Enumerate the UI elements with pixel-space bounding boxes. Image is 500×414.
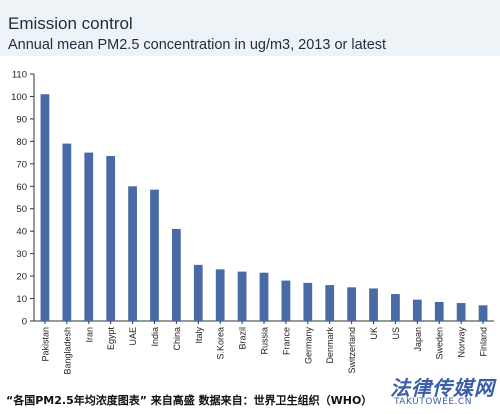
x-tick-label: China bbox=[172, 327, 182, 351]
x-tick-label: Brazil bbox=[238, 327, 248, 350]
y-tick-label: 110 bbox=[12, 70, 27, 81]
y-tick-label: 70 bbox=[16, 159, 27, 170]
bar-pakistan bbox=[40, 94, 50, 322]
x-tick-label: Norway bbox=[457, 327, 467, 358]
bar-iran bbox=[84, 152, 94, 321]
x-tick-label: Italy bbox=[194, 327, 204, 344]
x-tick-label: Germany bbox=[303, 327, 313, 365]
y-tick-label: 30 bbox=[16, 249, 27, 260]
x-tick-label: Russia bbox=[260, 327, 270, 355]
x-tick-label: Bangladesh bbox=[62, 327, 72, 375]
y-tick-label: 0 bbox=[22, 317, 27, 328]
bar-finland bbox=[478, 305, 488, 321]
x-tick-label: UAE bbox=[128, 327, 138, 346]
x-tick-label: Sweden bbox=[435, 327, 445, 360]
x-tick-label: Finland bbox=[479, 327, 489, 357]
bar-france bbox=[281, 280, 291, 321]
watermark-url: TAKUTOWEE.CN bbox=[394, 397, 472, 407]
x-tick-label: Egypt bbox=[106, 327, 116, 351]
bar-bangladesh bbox=[62, 143, 72, 321]
watermark-logo: 法律传媒网 TAKUTOWEE.CN bbox=[372, 372, 496, 410]
watermark-text: 法律传媒网 bbox=[390, 376, 495, 400]
bar-switzerland bbox=[347, 287, 356, 321]
bar-egypt bbox=[106, 155, 116, 321]
x-tick-label: Switzerland bbox=[347, 327, 357, 374]
bar-sweden bbox=[434, 301, 444, 321]
bar-brazil bbox=[237, 271, 247, 321]
x-tick-label: India bbox=[150, 327, 160, 347]
chart-header: Emission control Annual mean PM2.5 conce… bbox=[0, 0, 500, 56]
chart-title: Emission control bbox=[8, 14, 133, 33]
x-tick-label: France bbox=[281, 327, 291, 355]
bar-norway bbox=[456, 303, 466, 321]
y-tick-label: 60 bbox=[16, 182, 27, 193]
y-tick-label: 90 bbox=[16, 114, 27, 125]
y-tick-label: 10 bbox=[16, 294, 27, 305]
source-note: “各国PM2.5年均浓度图表” 来自高盛 数据来自：世界卫生组织（WHO） bbox=[6, 394, 373, 407]
bar-us bbox=[391, 294, 400, 321]
bar-china bbox=[172, 228, 181, 321]
y-tick-label: 100 bbox=[11, 92, 27, 103]
x-tick-label: S.Korea bbox=[216, 327, 226, 360]
y-tick-label: 40 bbox=[16, 227, 27, 238]
x-tick-label: Denmark bbox=[325, 327, 335, 364]
bar-uk bbox=[369, 288, 378, 321]
y-tick-label: 20 bbox=[16, 272, 27, 283]
bar-italy bbox=[193, 264, 203, 321]
bar-s-korea bbox=[215, 269, 225, 321]
bar-japan bbox=[412, 299, 422, 321]
y-tick-label: 50 bbox=[16, 204, 27, 215]
x-tick-label: Japan bbox=[413, 327, 423, 352]
bar-uae bbox=[128, 186, 137, 321]
x-tick-label: Pakistan bbox=[40, 327, 50, 362]
x-tick-label: Iran bbox=[84, 327, 94, 343]
x-tick-label: UK bbox=[369, 327, 379, 340]
bar-denmark bbox=[325, 285, 335, 321]
bar-russia bbox=[259, 272, 269, 321]
bar-chart: 0 10 20 30 40 50 60 70 80 90 100 110 Pakistan Banglad… bbox=[11, 70, 494, 375]
bar-india bbox=[150, 189, 159, 321]
chart-subtitle: Annual mean PM2.5 concentration in ug/m3… bbox=[8, 37, 387, 53]
y-tick-label: 80 bbox=[16, 137, 27, 148]
bar-germany bbox=[303, 282, 313, 321]
x-tick-label: US bbox=[391, 327, 401, 340]
